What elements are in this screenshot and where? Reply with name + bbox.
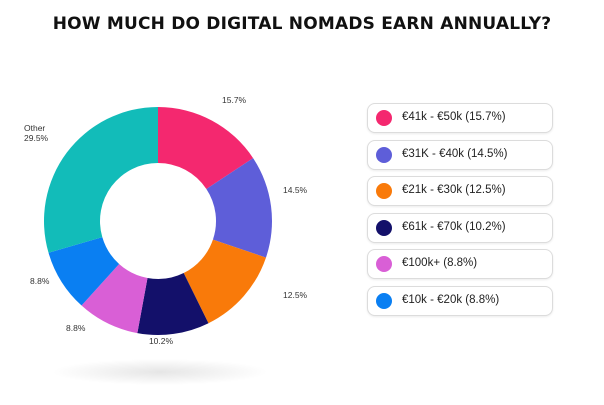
- slice-21-30: [183, 239, 266, 324]
- slice-other: [43, 107, 158, 253]
- slice-label-21-30: 12.5%: [283, 290, 308, 300]
- legend-swatch-21-30: [376, 183, 392, 200]
- slice-label-31-40: 14.5%: [283, 185, 308, 195]
- legend-item-100plus: €100k+ (8.8%): [367, 249, 553, 280]
- slice-61-70: [137, 273, 209, 336]
- slice-label-other: Other 29.5%: [24, 123, 49, 143]
- legend-label-21-30: €21k - €30k (12.5%): [402, 184, 506, 197]
- legend-item-41-50: €41k - €50k (15.7%): [367, 103, 553, 133]
- legend-label-61-70: €61k - €70k (10.2%): [402, 220, 506, 233]
- legend-label-10-20: €10k - €20k (8.8%): [402, 293, 500, 306]
- slice-41-50: [158, 107, 254, 190]
- slice-31-40: [206, 158, 273, 258]
- slice-label-100plus: 8.8%: [66, 323, 86, 333]
- legend-label-41-50: €41k - €50k (15.7%): [402, 111, 506, 123]
- legend-item-10-20: €10k - €20k (8.8%): [367, 285, 553, 316]
- slice-100plus: [81, 264, 148, 334]
- slice-label-41-50: 15.7%: [222, 95, 247, 105]
- slice-label-10-20: 8.8%: [30, 276, 50, 286]
- legend-label-100plus: €100k+ (8.8%): [402, 257, 478, 270]
- legend-swatch-41-50: [376, 110, 392, 126]
- legend-swatch-31-40: [376, 146, 392, 163]
- legend-swatch-61-70: [376, 219, 392, 236]
- legend-item-61-70: €61k - €70k (10.2%): [367, 212, 553, 243]
- legend-swatch-10-20: [376, 292, 392, 309]
- legend-label-31-40: €31K - €40k (14.5%): [402, 147, 508, 160]
- chart-title: HOW MUCH DO DIGITAL NOMADS EARN ANNUALLY…: [52, 14, 552, 34]
- slice-label-61-70: 10.2%: [149, 336, 174, 346]
- legend-item-31-40: €31K - €40k (14.5%): [367, 139, 553, 170]
- chart-shadow: [52, 359, 268, 385]
- legend-item-21-30: €21k - €30k (12.5%): [367, 176, 553, 207]
- legend-swatch-100plus: [376, 256, 392, 273]
- legend: €41k - €50k (15.7%) €31K - €40k (14.5%) €2…: [367, 103, 553, 323]
- slice-10-20: [48, 237, 120, 306]
